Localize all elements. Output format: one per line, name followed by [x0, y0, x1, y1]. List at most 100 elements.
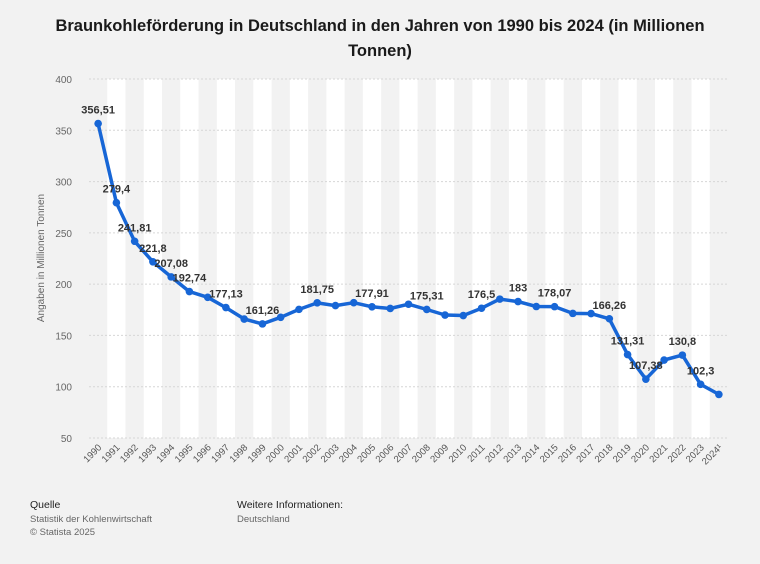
x-tick-label: 2014	[520, 442, 543, 465]
data-point	[386, 304, 395, 313]
data-label: 356,51	[81, 105, 115, 117]
data-point	[331, 301, 340, 310]
source-block: Quelle Statistik der Kohlenwirtschaft © …	[30, 499, 152, 539]
x-tick-label: 2017	[574, 442, 597, 465]
x-tick-label: 1994	[155, 442, 178, 465]
column-band	[508, 79, 528, 438]
data-point	[94, 119, 102, 128]
y-tick-label: 350	[55, 126, 72, 137]
data-point	[422, 305, 431, 314]
data-label: 192,74	[173, 273, 208, 285]
data-point	[660, 356, 668, 364]
info-block: Weitere Informationen: Deutschland	[237, 499, 343, 526]
x-tick-label: 2019	[611, 442, 634, 465]
x-tick-label: 2012	[483, 442, 506, 465]
data-point	[678, 351, 687, 359]
column-band	[581, 79, 601, 438]
data-point	[459, 311, 468, 320]
data-point	[130, 237, 139, 246]
data-label: 177,13	[209, 289, 243, 301]
data-point	[477, 304, 486, 313]
data-point	[112, 198, 121, 207]
data-point	[532, 302, 541, 311]
data-point	[349, 298, 358, 307]
x-tick-label: 2001	[282, 442, 305, 465]
data-point	[258, 320, 267, 328]
data-point	[569, 309, 577, 318]
data-label: 166,26	[593, 300, 627, 312]
x-tick-label: 2011	[465, 442, 487, 464]
data-point	[295, 305, 303, 314]
x-tick-label: 2015	[538, 442, 561, 465]
data-point	[276, 313, 285, 322]
x-tick-label: 2013	[501, 442, 524, 465]
x-tick-label: 2004	[337, 442, 360, 465]
data-label: 178,07	[538, 288, 572, 300]
column-band	[435, 79, 455, 438]
x-axis-ticks: 1990199119921993199419951996199719981999…	[82, 442, 725, 467]
data-label: 176,5	[468, 289, 496, 301]
column-band	[180, 79, 199, 438]
x-tick-label: 2024¹	[700, 442, 725, 467]
column-band	[691, 79, 710, 438]
info-text: Deutschland	[237, 514, 290, 525]
data-labels: 356,51 279,4 241,81 221,8 207,08 192,74177,13…	[81, 105, 714, 378]
data-point	[642, 375, 650, 383]
x-tick-label: 2016	[556, 442, 579, 465]
x-tick-label: 2002	[301, 442, 324, 465]
gridlines	[89, 78, 728, 439]
column-band	[654, 79, 674, 438]
data-point	[203, 293, 212, 302]
data-label: 181,75	[300, 284, 334, 296]
data-point	[514, 297, 522, 306]
data-point	[313, 299, 322, 307]
column-band	[618, 79, 637, 438]
x-tick-label: 2021	[647, 442, 670, 465]
data-point	[587, 309, 595, 318]
data-label: 207,08	[154, 258, 188, 270]
x-tick-label: 2018	[593, 442, 616, 465]
column-band	[216, 79, 236, 438]
data-point	[185, 287, 194, 296]
data-label: 175,31	[410, 290, 444, 302]
y-axis-ticks: 50 100 150 200 250 300 350 400	[55, 75, 72, 445]
column-band	[362, 79, 382, 438]
y-tick-label: 250	[55, 229, 72, 240]
y-axis-label: Angaben in Millionen Tonnen	[36, 194, 47, 322]
data-point	[715, 390, 723, 399]
source-text: Statistik der Kohlenwirtschaft	[30, 514, 152, 525]
column-band	[472, 79, 491, 438]
x-tick-label: 1996	[191, 442, 214, 465]
column-band	[107, 79, 126, 438]
data-point	[605, 314, 614, 323]
column-bands	[107, 79, 710, 438]
series-group	[94, 119, 723, 399]
source-heading: Quelle	[30, 499, 61, 511]
line-chart: 50 100 150 200 250 300 350 400 1990199119921993…	[36, 75, 728, 467]
data-label: 131,31	[611, 336, 645, 348]
data-label: 183	[509, 283, 527, 295]
x-tick-label: 2020	[629, 442, 652, 465]
data-point	[623, 350, 632, 359]
column-band	[253, 79, 272, 438]
x-tick-label: 1997	[209, 442, 232, 465]
x-tick-label: 2009	[428, 442, 451, 465]
x-tick-label: 1993	[136, 442, 159, 465]
data-label: 221,8	[139, 243, 167, 255]
x-tick-label: 2006	[374, 442, 397, 465]
data-label: 161,26	[246, 305, 280, 317]
data-point	[240, 315, 248, 323]
x-tick-label: 1999	[246, 442, 269, 465]
x-tick-label: 2005	[355, 442, 378, 465]
x-tick-label: 2003	[319, 442, 342, 465]
x-tick-label: 1990	[82, 442, 105, 465]
info-heading: Weitere Informationen:	[237, 499, 344, 511]
x-tick-label: 2007	[392, 442, 415, 465]
data-label: 102,3	[687, 365, 715, 377]
y-tick-label: 400	[55, 75, 72, 86]
x-tick-label: 2008	[410, 442, 433, 465]
x-tick-label: 1992	[118, 442, 141, 465]
column-band	[399, 79, 418, 438]
copyright-text: © Statista 2025	[30, 527, 96, 538]
data-point	[368, 303, 376, 311]
